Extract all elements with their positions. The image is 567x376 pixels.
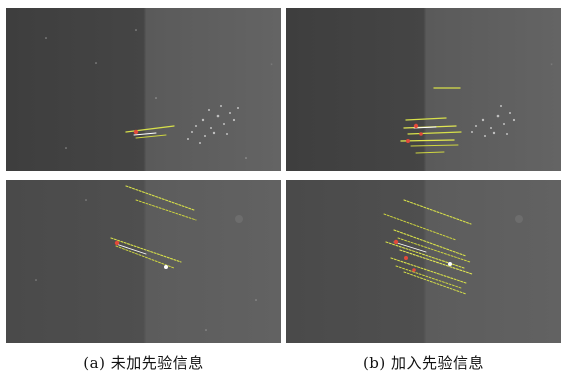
panel-b-top xyxy=(286,8,561,171)
panel-b-bottom xyxy=(286,180,561,343)
panel-a-top-image xyxy=(6,8,281,171)
panel-b-top-image xyxy=(286,8,561,171)
panel-a-bottom xyxy=(6,180,281,343)
panel-b-bottom-image xyxy=(286,180,561,343)
caption-a: (a) 未加先验信息 xyxy=(83,354,204,372)
panel-a-bottom-image xyxy=(6,180,281,343)
caption-b: (b) 加入先验信息 xyxy=(362,354,485,372)
panel-a-top xyxy=(6,8,281,171)
